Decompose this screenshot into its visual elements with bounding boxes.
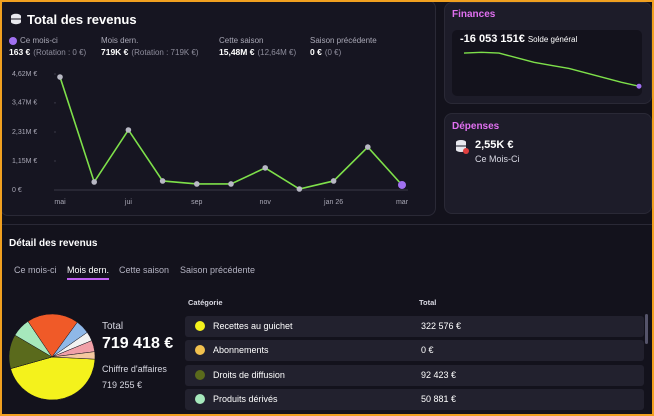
- pie-slice: [27, 313, 78, 358]
- expense-icon: [456, 140, 469, 154]
- data-point: [91, 179, 97, 185]
- y-tick-label: 0 €: [12, 187, 22, 194]
- row-total: 50 881 €: [421, 394, 457, 404]
- stat-value: 15,48M € (12,64M €): [219, 47, 296, 57]
- stat-note: (Rotation : 719K €): [131, 48, 199, 57]
- data-point: [262, 165, 269, 171]
- tab[interactable]: Saison précédente: [180, 265, 256, 275]
- pie-slice: [10, 356, 96, 401]
- row-name: Abonnements: [213, 345, 269, 355]
- stat-label: Mois dern.: [101, 36, 139, 45]
- row-total: 0 €: [421, 345, 434, 355]
- y-tick-label: 1,15M €: [12, 158, 37, 165]
- x-tick-label: nov: [260, 199, 272, 206]
- tab[interactable]: Mois dern.: [67, 265, 110, 280]
- table-row: Abonnements 0 €: [185, 340, 644, 361]
- data-point: [296, 186, 303, 192]
- revenue-panel: [2, 2, 436, 216]
- y-tick-label: 3,47M €: [12, 100, 37, 107]
- tab[interactable]: Cette saison: [119, 265, 170, 275]
- section-title: Détail des revenus: [9, 238, 98, 249]
- balance: -16 053 151€ Solde général: [460, 33, 577, 45]
- row-total: 322 576 €: [421, 321, 462, 331]
- row-dot: [195, 370, 205, 380]
- expense-amount: 2,55K €: [475, 139, 514, 151]
- row-dot: [195, 394, 205, 404]
- stat-note: (12,64M €): [257, 48, 297, 57]
- stat-note: (0 €): [324, 48, 342, 57]
- turnover-value: 719 255 €: [102, 380, 143, 390]
- expense-period: Ce Mois-Ci: [475, 154, 520, 164]
- y-tick-label: 2,31M €: [12, 129, 37, 136]
- data-point: [365, 144, 371, 150]
- stat-value-text: 15,48M €: [219, 47, 255, 57]
- revenue-line: [59, 76, 403, 190]
- stat-label: Cette saison: [219, 36, 264, 45]
- turnover-label: Chiffre d'affaires: [102, 364, 167, 374]
- y-tick-label: 4,62M €: [12, 71, 37, 78]
- pie-slice: [51, 351, 96, 360]
- data-point: [194, 181, 200, 187]
- finances-inner: [452, 30, 642, 96]
- stat-value: 163 € (Rotation : 0 €): [9, 47, 86, 57]
- total-label: Total: [102, 321, 124, 332]
- card-title: Finances: [452, 9, 496, 20]
- divider: [2, 224, 652, 225]
- column-header: Catégorie: [188, 298, 223, 307]
- coin-icon: [11, 13, 21, 25]
- scrollbar[interactable]: [645, 314, 648, 344]
- x-tick-label: mar: [396, 199, 409, 206]
- stat-value-text: 163 €: [9, 47, 31, 57]
- row-name: Recettes au guichet: [213, 321, 293, 331]
- panel-title: Total des revenus: [27, 12, 137, 27]
- data-point: [398, 180, 406, 189]
- stat-label: Ce mois-ci: [20, 36, 58, 45]
- stat-value: 719K € (Rotation : 719K €): [101, 47, 199, 57]
- tab[interactable]: Ce mois-ci: [14, 265, 57, 275]
- card-title: Dépenses: [452, 121, 500, 132]
- row-total: 92 423 €: [421, 370, 457, 380]
- data-point: [228, 181, 234, 187]
- total-value: 719 418 €: [102, 335, 174, 352]
- x-tick-label: mai: [54, 199, 66, 206]
- x-tick-label: jui: [124, 199, 132, 206]
- column-header: Total: [419, 298, 437, 307]
- balance-label: Solde général: [527, 35, 578, 44]
- row-dot: [195, 345, 205, 355]
- balance-end: [636, 83, 642, 89]
- stat-value-text: 0 €: [310, 47, 322, 57]
- row-dot: [195, 321, 205, 331]
- x-tick-label: sep: [191, 199, 202, 206]
- data-point: [159, 178, 166, 184]
- stat-value-text: 719K €: [101, 47, 129, 57]
- stat-note: (Rotation : 0 €): [33, 48, 87, 57]
- data-point: [57, 74, 63, 80]
- table-row: Produits dérivés 50 881 €: [185, 389, 644, 410]
- stat-value: 0 € (0 €): [310, 47, 341, 57]
- stat-dot: [9, 37, 17, 45]
- stat-label: Saison précédente: [310, 36, 377, 45]
- row-name: Produits dérivés: [213, 394, 278, 404]
- table-row: Recettes au guichet 322 576 €: [185, 316, 644, 337]
- balance-value: -16 053 151€: [460, 33, 525, 45]
- x-tick-label: jan 26: [323, 199, 343, 206]
- data-point: [125, 127, 132, 133]
- expenses-card: [444, 113, 652, 214]
- row-name: Droits de diffusion: [213, 370, 285, 380]
- table-row: Droits de diffusion 92 423 €: [185, 365, 644, 386]
- data-point: [330, 178, 337, 184]
- balance-line: [463, 51, 640, 87]
